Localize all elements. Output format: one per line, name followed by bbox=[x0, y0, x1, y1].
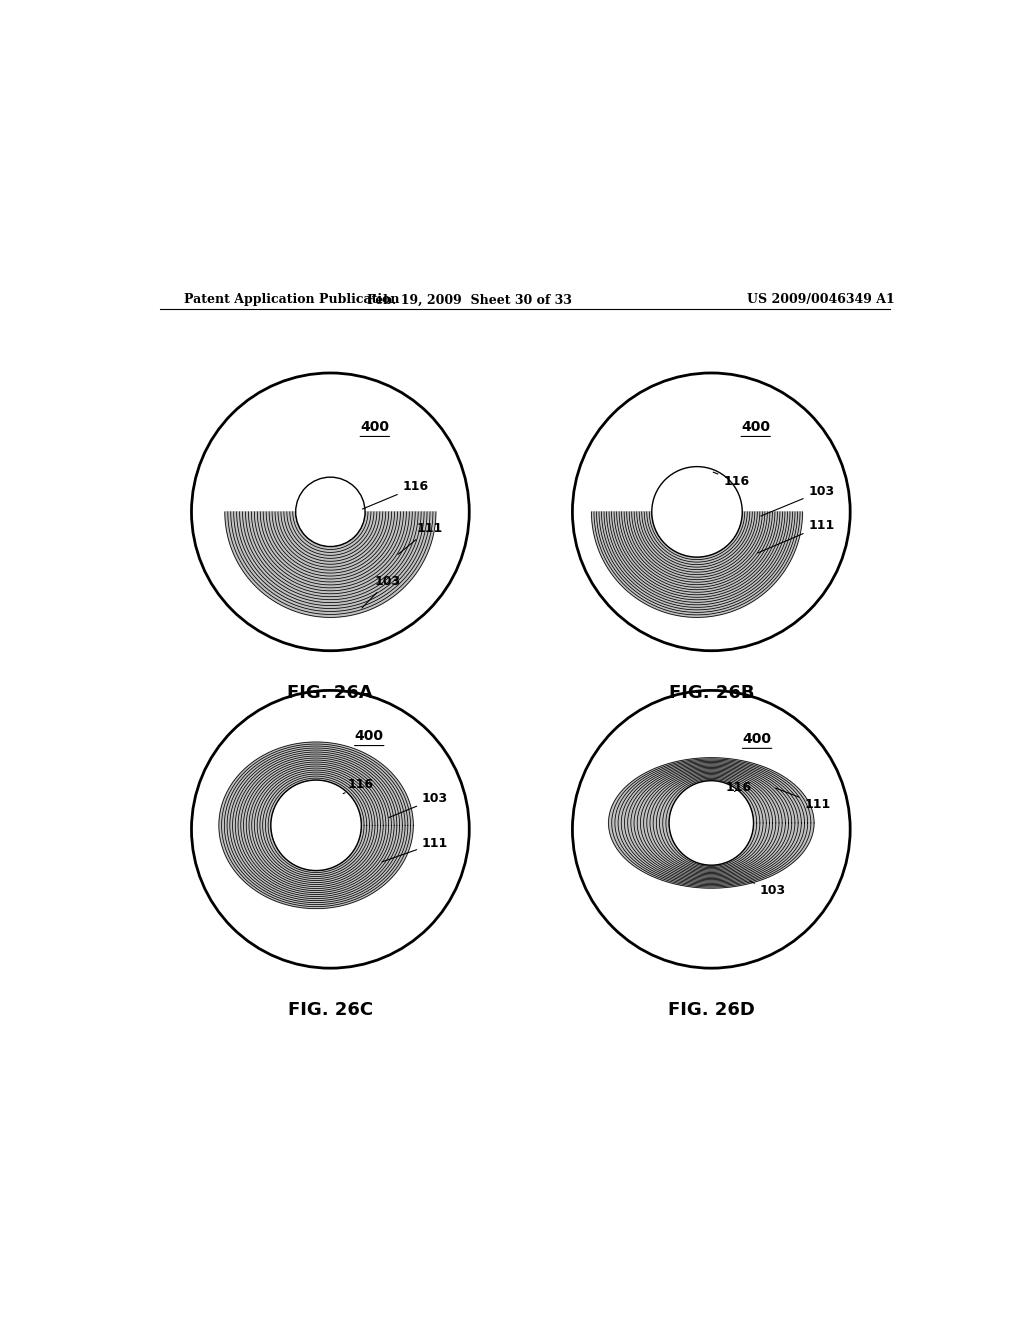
Text: 103: 103 bbox=[750, 882, 786, 896]
Circle shape bbox=[296, 477, 365, 546]
Text: Patent Application Publication: Patent Application Publication bbox=[183, 293, 399, 306]
Text: 400: 400 bbox=[354, 729, 384, 743]
Polygon shape bbox=[592, 512, 803, 618]
Text: 116: 116 bbox=[713, 473, 750, 488]
Text: 116: 116 bbox=[726, 781, 753, 795]
Circle shape bbox=[652, 466, 742, 557]
Text: US 2009/0046349 A1: US 2009/0046349 A1 bbox=[748, 293, 895, 306]
Text: 116: 116 bbox=[343, 779, 374, 793]
Text: FIG. 26C: FIG. 26C bbox=[288, 1002, 373, 1019]
Polygon shape bbox=[219, 742, 414, 908]
Text: 111: 111 bbox=[398, 521, 442, 554]
Polygon shape bbox=[225, 512, 436, 618]
Text: FIG. 26B: FIG. 26B bbox=[669, 684, 754, 702]
Circle shape bbox=[270, 780, 361, 871]
Text: 400: 400 bbox=[360, 420, 389, 434]
Circle shape bbox=[669, 780, 754, 865]
Text: Feb. 19, 2009  Sheet 30 of 33: Feb. 19, 2009 Sheet 30 of 33 bbox=[367, 293, 571, 306]
Text: 103: 103 bbox=[361, 574, 401, 609]
Text: 103: 103 bbox=[761, 484, 835, 516]
Text: 111: 111 bbox=[382, 837, 449, 862]
Text: FIG. 26A: FIG. 26A bbox=[288, 684, 373, 702]
Polygon shape bbox=[608, 758, 814, 888]
Text: 111: 111 bbox=[758, 519, 835, 553]
Text: 116: 116 bbox=[362, 480, 429, 510]
Text: 111: 111 bbox=[775, 788, 830, 810]
Text: 103: 103 bbox=[389, 792, 449, 817]
Text: FIG. 26D: FIG. 26D bbox=[668, 1002, 755, 1019]
Text: 400: 400 bbox=[742, 733, 772, 746]
Text: 400: 400 bbox=[741, 420, 770, 434]
